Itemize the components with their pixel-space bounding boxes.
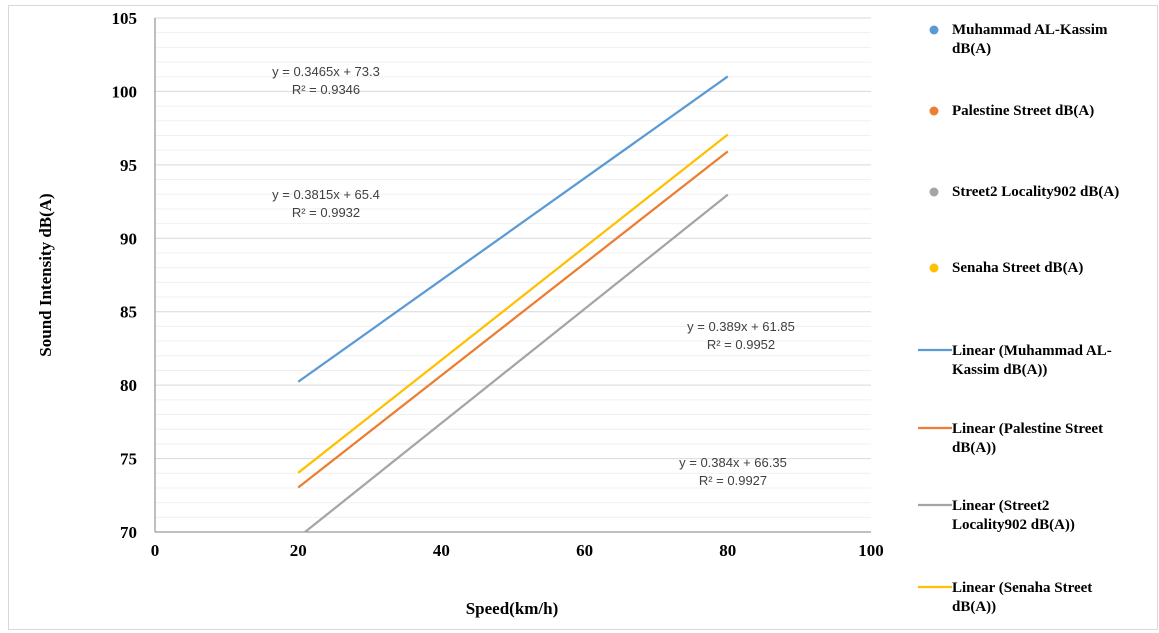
legend-label: Palestine Street dB(A) bbox=[952, 103, 1094, 119]
y-tick-label: 100 bbox=[112, 82, 138, 101]
trendline-equation: y = 0.3465x + 73.3 bbox=[272, 64, 380, 79]
trendline-muhammad-al-kassim bbox=[297, 75, 729, 383]
legend-label: Street2 Locality902 dB(A) bbox=[952, 184, 1119, 200]
x-tick-label: 20 bbox=[290, 541, 307, 560]
legend-label: Linear (Muhammad AL-Kassim dB(A)) bbox=[952, 343, 1112, 378]
legend-label: Linear (Street2 Locality902 dB(A)) bbox=[952, 498, 1075, 533]
legend-marker-senaha-street bbox=[929, 263, 939, 273]
x-tick-label: 40 bbox=[433, 541, 450, 560]
x-tick-label: 60 bbox=[576, 541, 593, 560]
trendline-palestine-street bbox=[297, 150, 729, 489]
legend-label: Linear (Senaha Street dB(A)) bbox=[952, 580, 1092, 615]
trendline-equation: y = 0.3815x + 65.4 bbox=[272, 187, 380, 202]
y-axis-title: Sound Intensity dB(A) bbox=[36, 193, 55, 356]
legend-label: Linear (Palestine Street dB(A)) bbox=[952, 421, 1103, 456]
y-tick-label: 95 bbox=[120, 156, 137, 175]
trendline-r-squared: R² = 0.9932 bbox=[292, 205, 360, 220]
trendline-r-squared: R² = 0.9346 bbox=[292, 82, 360, 97]
trendline-street2-locality902 bbox=[303, 193, 729, 532]
y-tick-label: 80 bbox=[120, 376, 137, 395]
y-tick-label: 90 bbox=[120, 229, 137, 248]
trendline-r-squared: R² = 0.9952 bbox=[707, 337, 775, 352]
y-tick-label: 85 bbox=[120, 303, 137, 322]
x-tick-label: 80 bbox=[719, 541, 736, 560]
trendline-senaha-street bbox=[297, 133, 729, 474]
x-axis-title: Speed(km/h) bbox=[466, 599, 559, 618]
legend-label: Muhammad AL-Kassim dB(A) bbox=[952, 22, 1108, 57]
legend-marker-palestine-street bbox=[929, 106, 939, 116]
trendline-equation: y = 0.384x + 66.35 bbox=[679, 455, 787, 470]
legend-label: Senaha Street dB(A) bbox=[952, 260, 1083, 276]
trendline-r-squared: R² = 0.9927 bbox=[699, 473, 767, 488]
x-tick-label: 0 bbox=[151, 541, 160, 560]
legend-marker-street2-locality902 bbox=[929, 187, 939, 197]
x-tick-label: 100 bbox=[858, 541, 884, 560]
y-tick-label: 105 bbox=[112, 9, 138, 28]
legend-marker-muhammad-al-kassim bbox=[929, 25, 939, 35]
y-tick-label: 75 bbox=[120, 450, 137, 469]
trendline-equation: y = 0.389x + 61.85 bbox=[687, 319, 795, 334]
y-tick-label: 70 bbox=[120, 523, 137, 542]
